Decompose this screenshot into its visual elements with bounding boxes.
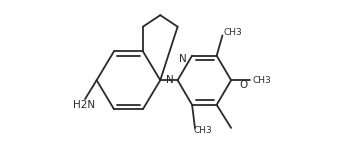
- Text: CH3: CH3: [193, 126, 212, 135]
- Text: CH3: CH3: [224, 28, 243, 37]
- Text: H2N: H2N: [72, 100, 95, 110]
- Text: O: O: [240, 80, 248, 89]
- Text: N: N: [166, 75, 174, 85]
- Text: CH3: CH3: [253, 76, 271, 85]
- Text: N: N: [179, 54, 187, 64]
